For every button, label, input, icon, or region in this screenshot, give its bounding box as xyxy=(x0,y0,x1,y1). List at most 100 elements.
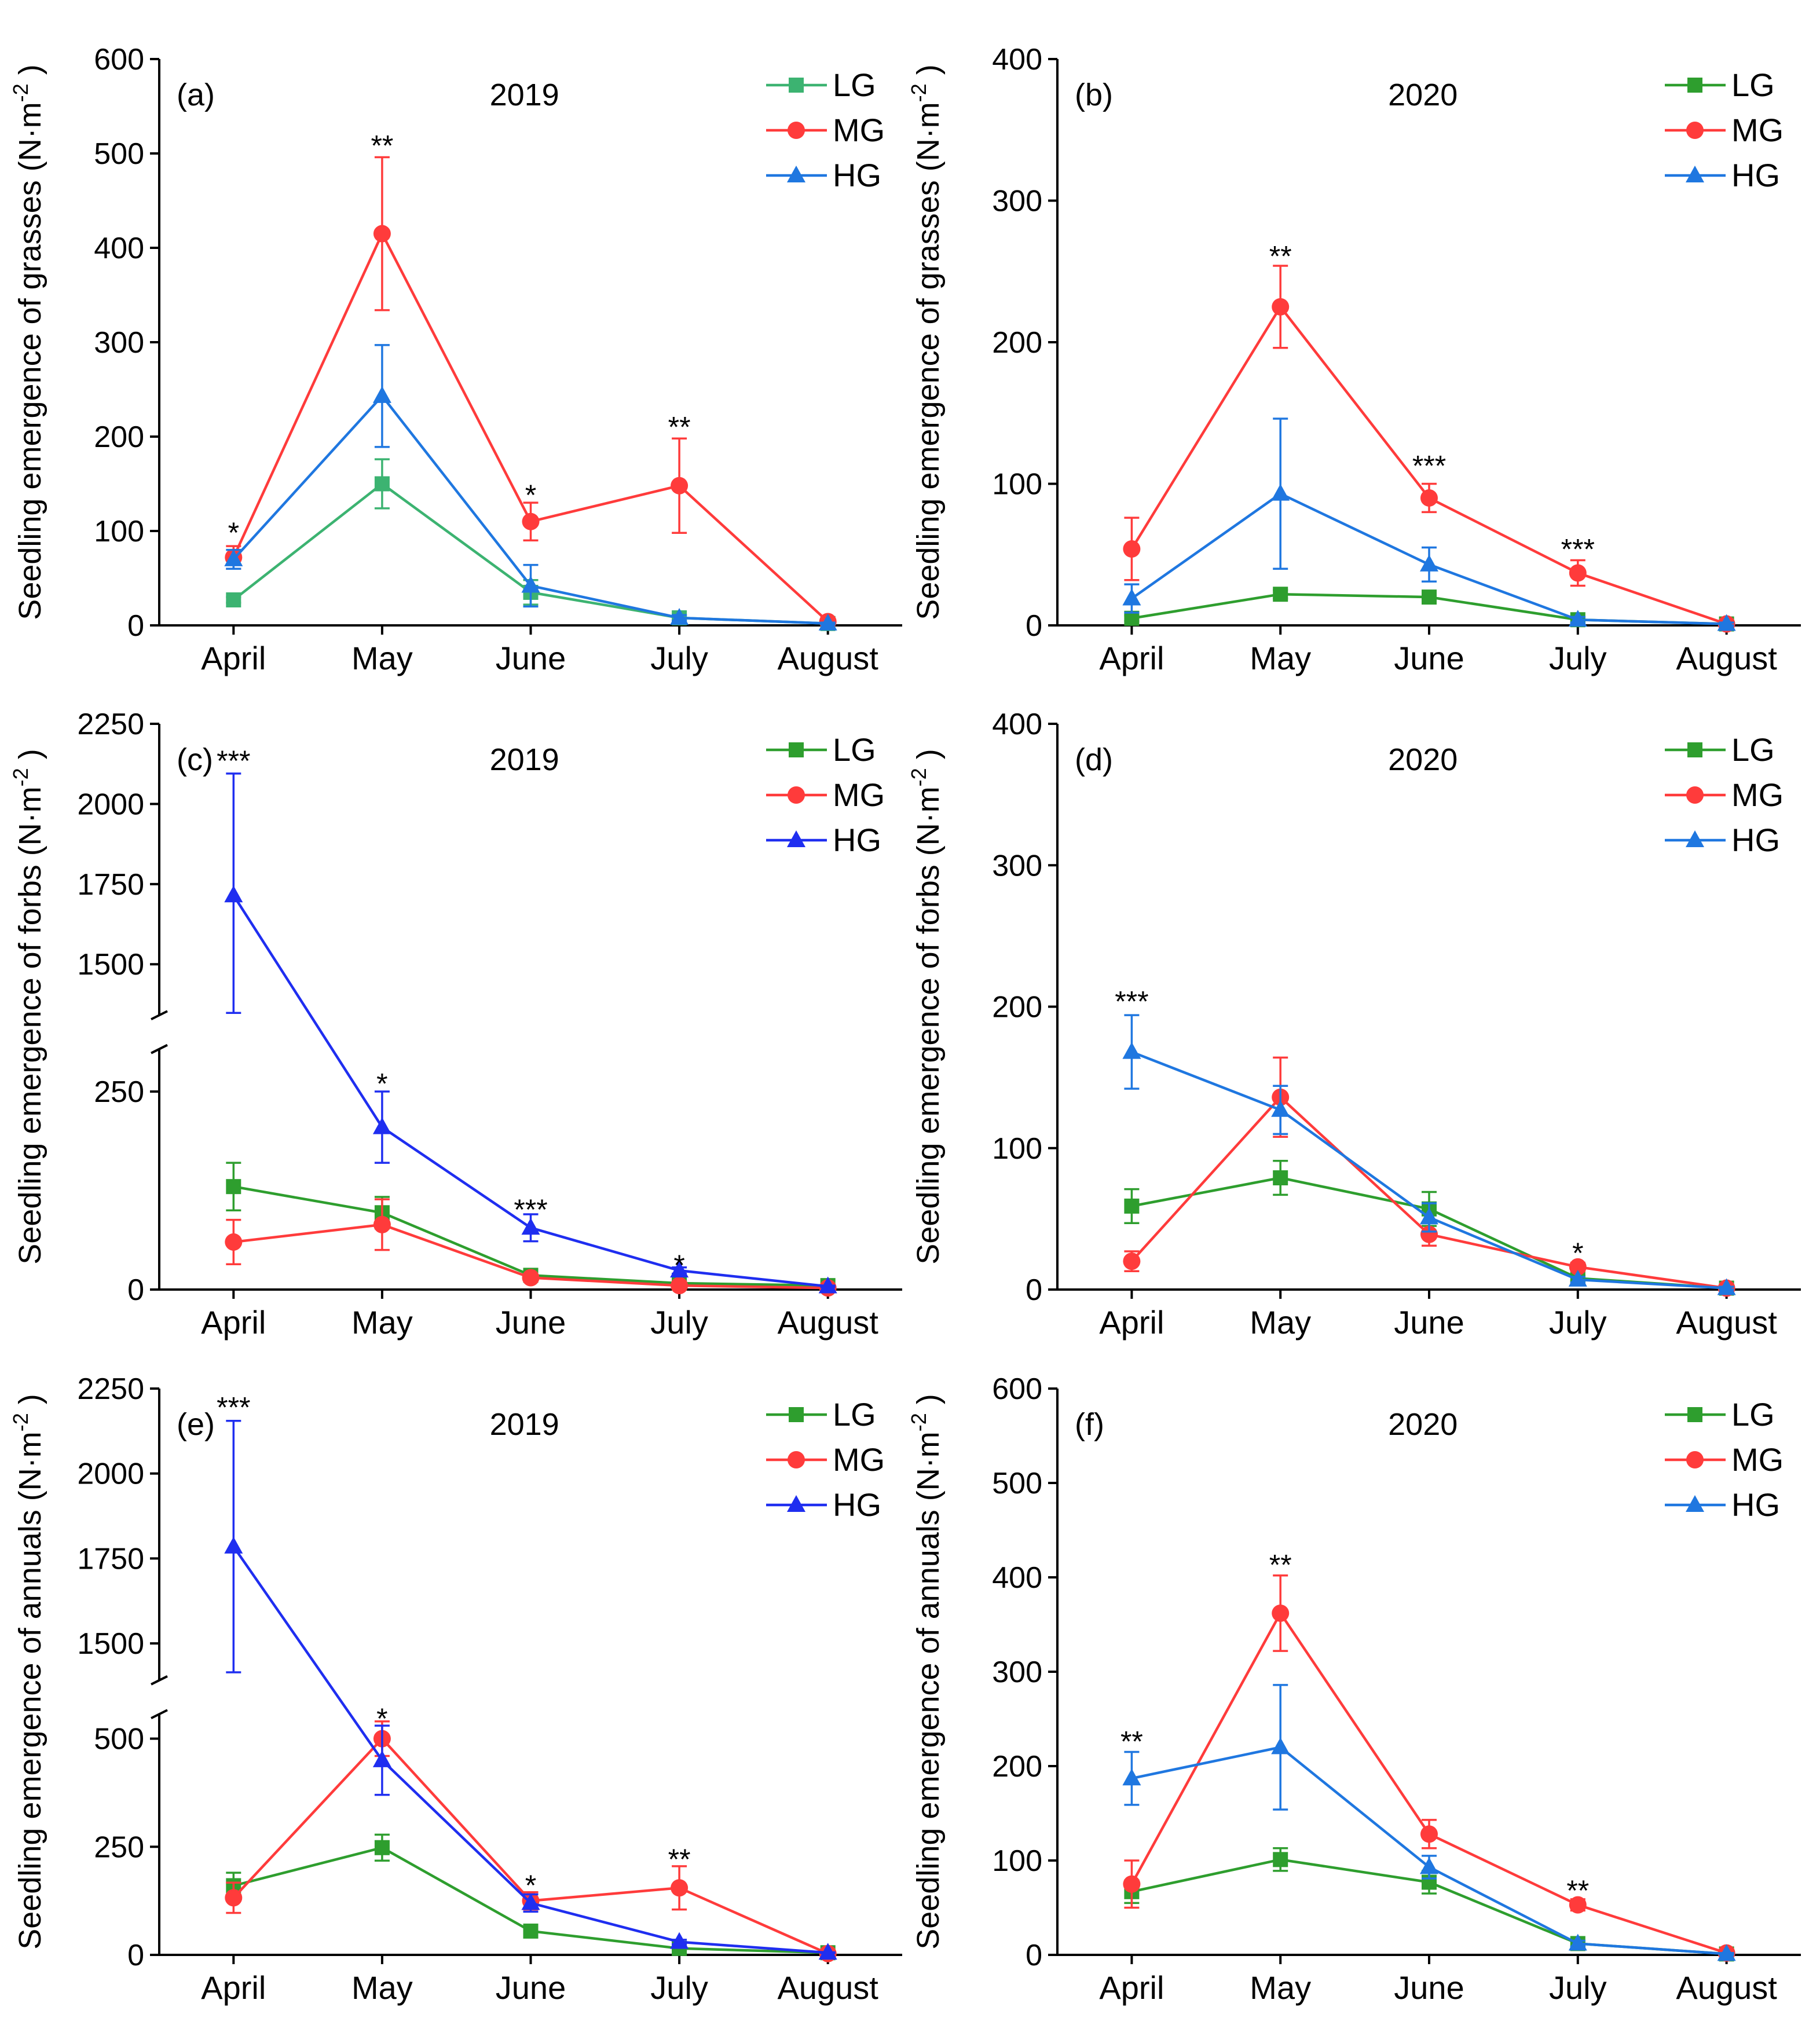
x-tick-label: April xyxy=(201,640,266,676)
y-tick-label: 1500 xyxy=(77,948,144,981)
data-point-HG xyxy=(1717,614,1736,631)
data-point-MG xyxy=(1569,1896,1587,1914)
data-point-LG xyxy=(374,1840,390,1855)
legend-marker xyxy=(1686,166,1704,182)
data-point-HG xyxy=(818,1943,837,1960)
legend-label: LG xyxy=(833,67,876,103)
data-point-HG xyxy=(1271,1100,1290,1117)
legend-label: LG xyxy=(1731,1396,1775,1433)
chart-title: 2020 xyxy=(1388,1407,1458,1442)
data-point-MG xyxy=(1420,489,1438,507)
legend-marker xyxy=(788,1451,805,1468)
x-tick-label: August xyxy=(1676,640,1777,676)
data-point-HG xyxy=(670,1932,689,1949)
x-tick-label: June xyxy=(496,1304,566,1341)
legend-label: LG xyxy=(1731,731,1775,768)
data-point-MG xyxy=(1420,1825,1438,1843)
y-axis-label: Seedling emergence of forbs (N·m-2 ) xyxy=(907,749,946,1264)
data-point-HG xyxy=(670,607,689,625)
y-axis-label: Seedling emergence of forbs (N·m-2 ) xyxy=(9,749,47,1264)
series-HG xyxy=(1122,1684,1736,1961)
legend-label: HG xyxy=(833,157,881,193)
x-tick-label: May xyxy=(1250,640,1311,676)
y-tick-label: 250 xyxy=(94,1075,144,1109)
legend: LG MG HG xyxy=(766,1396,885,1523)
x-tick-label: June xyxy=(1394,640,1464,676)
x-tick-label: June xyxy=(496,1969,566,2006)
legend-marker xyxy=(789,78,804,93)
series-MG xyxy=(1123,1574,1735,1962)
legend-marker xyxy=(787,1495,805,1512)
significance-label: ** xyxy=(1120,1725,1143,1757)
y-tick-label: 2000 xyxy=(77,1457,144,1491)
legend-label: LG xyxy=(833,731,876,768)
data-point-HG xyxy=(1271,484,1290,501)
legend: LG MG HG xyxy=(766,67,885,193)
x-tick-label: April xyxy=(1099,1969,1164,2006)
series-HG xyxy=(224,1419,837,1960)
significance-label: *** xyxy=(217,1391,250,1423)
y-tick-label: 300 xyxy=(992,185,1042,218)
legend: LG MG HG xyxy=(1665,67,1784,193)
y-tick-label: 200 xyxy=(94,420,144,454)
significance-label: ** xyxy=(1566,1874,1589,1907)
series-MG xyxy=(225,156,837,631)
legend-marker xyxy=(789,742,804,757)
legend: LG MG HG xyxy=(1665,1396,1784,1523)
legend-label: HG xyxy=(1731,1486,1780,1523)
y-tick-label: 250 xyxy=(94,1830,144,1864)
y-tick-label: 400 xyxy=(94,232,144,265)
significance-label: ** xyxy=(668,1843,691,1876)
data-point-MG xyxy=(225,1889,243,1907)
data-point-MG xyxy=(1420,1225,1438,1243)
data-point-HG xyxy=(1420,1857,1438,1874)
significance-label: * xyxy=(1572,1237,1583,1269)
legend-marker xyxy=(1686,1451,1704,1468)
legend-label: MG xyxy=(833,1441,885,1478)
y-tick-label: 600 xyxy=(992,1372,1042,1406)
significance-label: * xyxy=(525,479,536,511)
x-tick-label: July xyxy=(650,1969,708,2006)
legend-label: HG xyxy=(1731,157,1780,193)
data-point-MG xyxy=(1123,1875,1141,1893)
series-line xyxy=(1130,1610,1727,1954)
y-axis-label: Seedling emergence of grasses (N·m-2 ) xyxy=(907,64,946,620)
data-point-LG xyxy=(1273,1852,1288,1867)
significance-label: *** xyxy=(1561,533,1595,566)
y-tick-label: 0 xyxy=(1026,609,1042,643)
axis-break-mark xyxy=(151,1709,168,1720)
significance-label: ** xyxy=(668,411,691,443)
data-point-HG xyxy=(1568,1933,1587,1951)
y-tick-label: 500 xyxy=(94,1723,144,1756)
data-point-HG xyxy=(1568,610,1587,627)
data-point-MG xyxy=(373,225,391,243)
data-point-HG xyxy=(1420,1207,1438,1225)
data-point-HG xyxy=(1271,1737,1290,1755)
data-point-HG xyxy=(372,1117,391,1134)
data-point-MG xyxy=(373,1215,391,1233)
data-point-LG xyxy=(374,476,390,492)
y-axis-label: Seedling emergence of annuals (N·m-2 ) xyxy=(907,1394,946,1950)
significance-label: * xyxy=(376,1702,387,1735)
data-point-MG xyxy=(671,1879,689,1897)
x-tick-label: May xyxy=(351,1304,413,1341)
y-tick-label: 200 xyxy=(992,326,1042,360)
legend-marker xyxy=(1686,786,1704,804)
data-point-MG xyxy=(1569,564,1587,582)
y-tick-label: 0 xyxy=(127,609,144,643)
series-line xyxy=(1131,1050,1727,1290)
data-point-MG xyxy=(671,1277,689,1295)
y-tick-label: 600 xyxy=(94,43,144,76)
x-tick-label: May xyxy=(351,640,413,676)
y-tick-label: 500 xyxy=(992,1467,1042,1500)
x-tick-label: April xyxy=(1099,640,1164,676)
x-tick-label: May xyxy=(1250,1304,1311,1341)
y-tick-label: 2000 xyxy=(77,788,144,821)
axis-break-mark xyxy=(151,1043,168,1054)
legend-marker xyxy=(787,166,805,182)
x-tick-label: June xyxy=(1394,1969,1464,2006)
data-point-MG xyxy=(1123,540,1141,558)
y-tick-label: 100 xyxy=(992,468,1042,501)
significance-label: * xyxy=(228,517,239,549)
y-tick-label: 1750 xyxy=(77,1542,144,1576)
